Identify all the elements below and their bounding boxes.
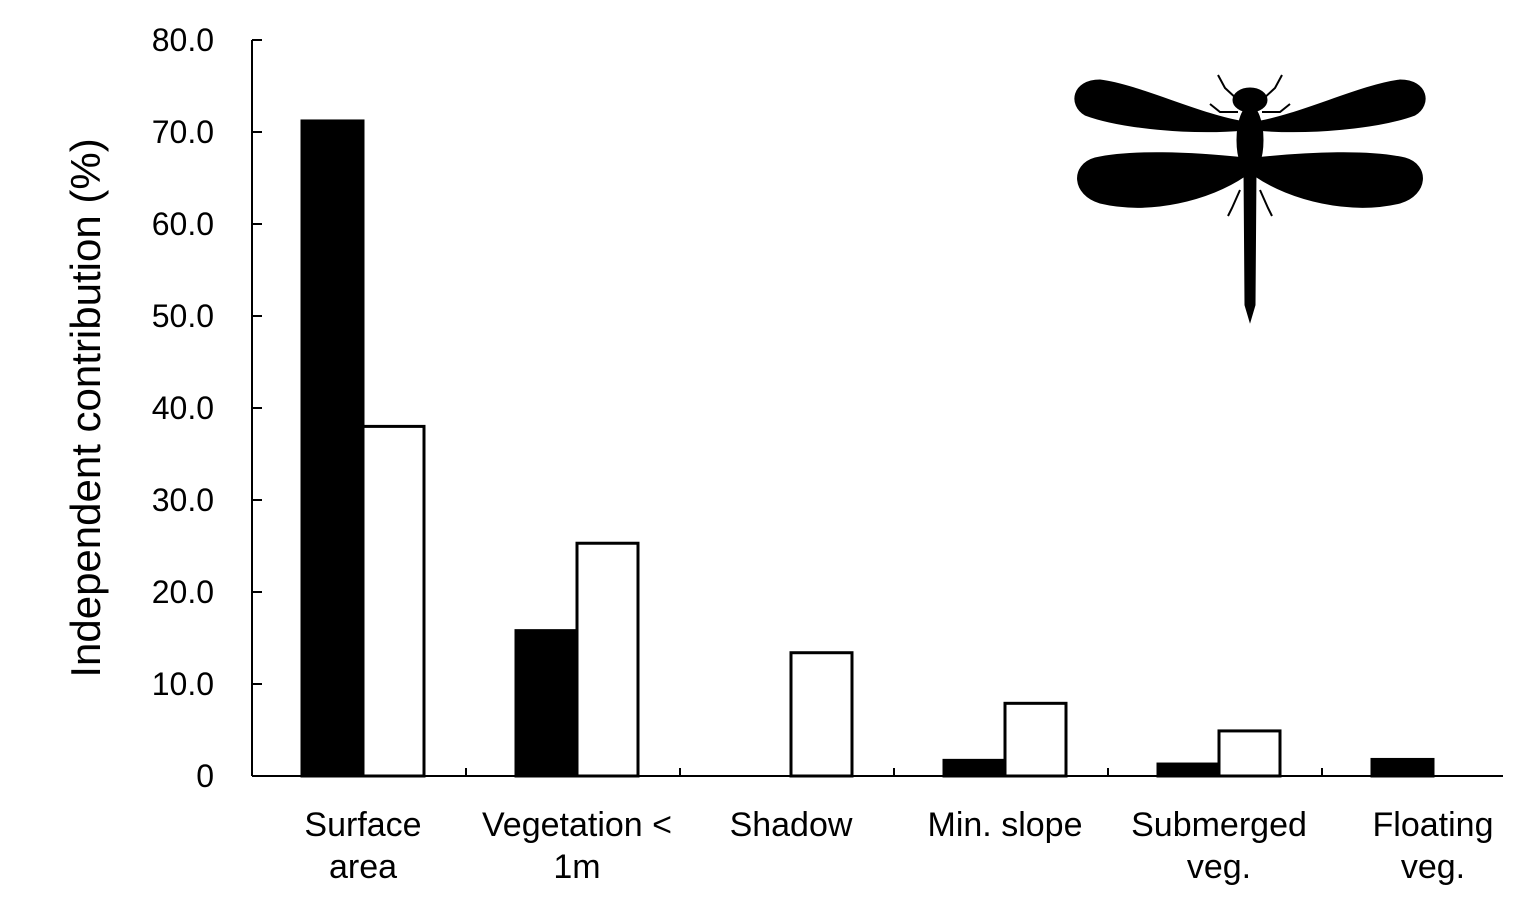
bar (942, 758, 1007, 778)
x-axis (252, 768, 1503, 777)
bar (789, 651, 854, 778)
y-tick-label: 40.0 (152, 390, 214, 426)
y-tick-label: 70.0 (152, 114, 214, 150)
x-tick-label: Shadow (730, 806, 853, 844)
bar (1370, 757, 1435, 778)
x-tick-label: Surface area (304, 806, 421, 886)
y-tick-label: 80.0 (152, 22, 214, 58)
y-axis-title: Independent contribution (%) (62, 138, 109, 677)
bar (514, 629, 579, 778)
x-tick-label: Submerged veg. (1131, 806, 1307, 886)
bars (300, 119, 1435, 778)
y-tick-label: 30.0 (152, 482, 214, 518)
y-axis: 0 10.0 20.0 30.0 40.0 50.0 60.0 70.0 80.0 (152, 22, 262, 794)
bar (1217, 729, 1282, 778)
bar (1156, 762, 1221, 778)
x-tick-label: Floating veg. (1373, 806, 1494, 886)
bar (361, 424, 426, 778)
bar (575, 541, 640, 778)
dragonfly-silhouette-icon (1074, 74, 1426, 324)
y-tick-label: 0 (196, 758, 214, 794)
y-tick-label: 20.0 (152, 574, 214, 610)
x-tick-label: Min. slope (928, 806, 1083, 844)
y-tick-label: 60.0 (152, 206, 214, 242)
bar (300, 119, 365, 778)
category-labels: Surface area Vegetation <1m Shadow Min. slop… (304, 806, 1493, 886)
x-tick-label: Vegetation <1m (482, 806, 672, 886)
bar (1003, 701, 1068, 778)
y-tick-label: 50.0 (152, 298, 214, 334)
y-tick-label: 10.0 (152, 666, 214, 702)
